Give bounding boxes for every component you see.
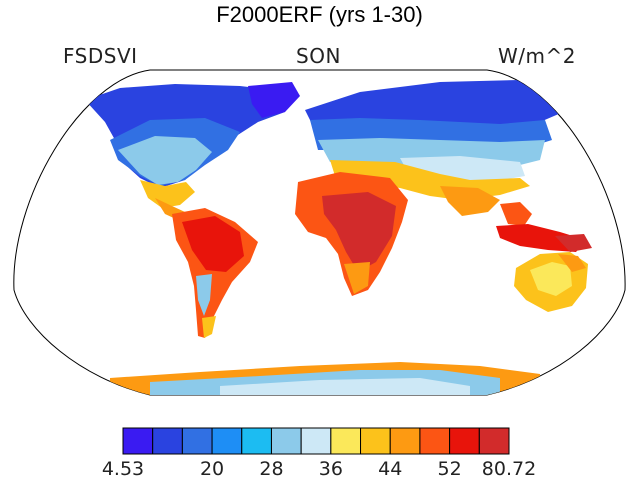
colorbar-tick-label: 44 — [378, 458, 403, 480]
units-label: W/m^2 — [498, 44, 576, 68]
season-label: SON — [296, 44, 341, 68]
australia-landmass — [514, 252, 588, 312]
colorbar-tick-label: 4.53 — [101, 458, 145, 480]
variable-label: FSDSVI — [63, 44, 138, 68]
colorbar-swatch — [122, 427, 154, 455]
colorbar-tick-label: 52 — [437, 458, 462, 480]
colorbar-swatch — [419, 427, 451, 455]
colorbar-swatch — [389, 427, 421, 455]
map-title: F2000ERF (yrs 1-30) — [216, 2, 423, 27]
colorbar-tick-label: 36 — [318, 458, 343, 480]
colorbar-swatch — [449, 427, 480, 455]
colorbar-swatch — [478, 427, 510, 455]
antarctica-landmass — [110, 362, 540, 395]
colorbar-tick-label: 28 — [259, 458, 284, 480]
africa-landmass — [295, 172, 408, 296]
eurasia-landmass — [305, 80, 575, 216]
colorbar-swatch — [330, 427, 362, 455]
colorbar-tick-label: 80.72 — [481, 458, 537, 480]
colorbar-tick-label: 20 — [199, 458, 225, 480]
colorbar — [122, 427, 510, 455]
colorbar-swatch — [270, 427, 302, 455]
colorbar-swatch — [360, 427, 391, 455]
colorbar-swatch — [211, 427, 243, 455]
colorbar-swatch — [152, 427, 183, 455]
colorbar-swatch — [241, 427, 272, 455]
southeast-asia-landmass — [496, 202, 592, 252]
colorbar-swatch — [181, 427, 213, 455]
colorbar-swatch — [300, 427, 332, 455]
south-america-landmass — [172, 208, 258, 338]
north-america-landmass — [85, 82, 300, 220]
